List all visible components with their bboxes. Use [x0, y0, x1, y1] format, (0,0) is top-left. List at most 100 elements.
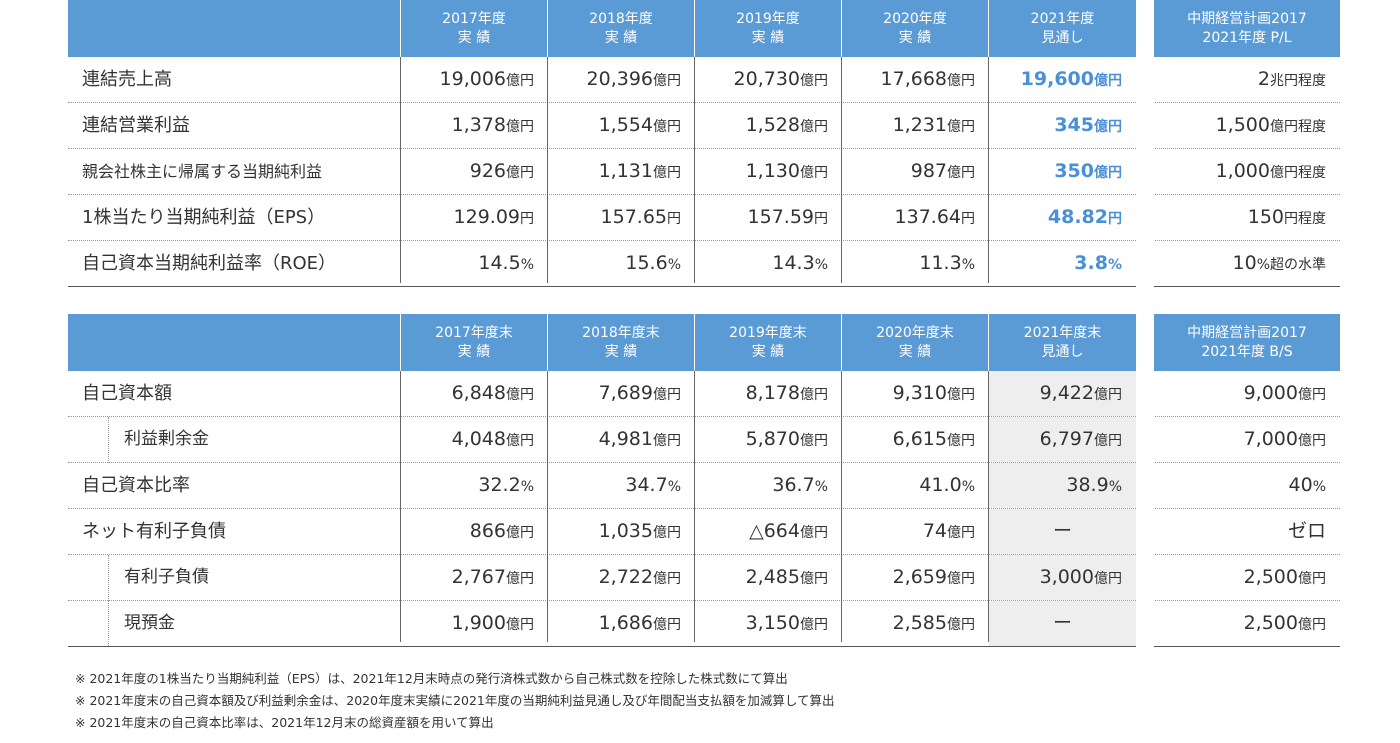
row-label: 自己資本比率 — [82, 475, 190, 496]
pl-header-2017: 2017年度実 績 — [401, 0, 547, 57]
cell-2017: 926億円 — [469, 160, 534, 182]
column-gap — [1136, 463, 1154, 510]
cell-2021-forecast: 3.8% — [1074, 252, 1122, 274]
pl-row-roe: 自己資本当期純利益率（ROE） 14.5% 15.6% 14.3% 11.3% … — [68, 241, 1340, 288]
cell-plan: 1,500億円程度 — [1215, 114, 1326, 136]
pl-header-2020: 2020年度実 績 — [842, 0, 988, 57]
cell-2018: 4,981億円 — [598, 428, 681, 450]
pl-row-net-income: 親会社株主に帰属する当期純利益 926億円 1,131億円 1,130億円 98… — [68, 149, 1340, 196]
column-divider — [400, 371, 401, 642]
cell-2018: 7,689億円 — [598, 382, 681, 404]
column-gap — [1136, 57, 1154, 104]
bs-row-equity: 自己資本額 6,848億円 7,689億円 8,178億円 9,310億円 9,… — [68, 371, 1340, 418]
bs-row-net-debt: ネット有利子負債 866億円 1,035億円 △664億円 74億円 ー ゼロ — [68, 509, 1340, 556]
cell-2020: 41.0% — [919, 474, 975, 496]
cell-2018: 20,396億円 — [586, 68, 681, 90]
row-label: 有利子負債 — [124, 567, 209, 587]
cell-2017: 866億円 — [469, 520, 534, 542]
cell-2018: 1,131億円 — [598, 160, 681, 182]
bs-header-2018: 2018年度末実 績 — [548, 314, 694, 371]
cell-2017: 4,048億円 — [451, 428, 534, 450]
cell-plan: 7,000億円 — [1243, 428, 1326, 450]
pl-header-plan: 中期経営計画2017 2021年度 P/L — [1154, 0, 1340, 57]
indent-line — [108, 417, 109, 463]
row-label: 自己資本当期純利益率（ROE） — [82, 253, 337, 274]
row-label: 自己資本額 — [82, 383, 172, 404]
cell-2019: 1,528億円 — [745, 114, 828, 136]
cell-2021-forecast: 38.9% — [1066, 474, 1122, 496]
cell-plan: 2,500億円 — [1243, 612, 1326, 634]
cell-2020: 6,615億円 — [892, 428, 975, 450]
footnote: ※ 2021年度末の自己資本額及び利益剰余金は、2020年度末実績に2021年度… — [75, 693, 835, 708]
cell-2020: 987億円 — [910, 160, 975, 182]
indent-line — [108, 601, 109, 646]
cell-2019: 20,730億円 — [733, 68, 828, 90]
pl-header-2018: 2018年度実 績 — [548, 0, 694, 57]
row-label: 連結営業利益 — [82, 115, 190, 136]
cell-2020: 2,585億円 — [892, 612, 975, 634]
cell-2018: 34.7% — [625, 474, 681, 496]
cell-2021-forecast: 350億円 — [1054, 160, 1122, 182]
cell-plan: 9,000億円 — [1243, 382, 1326, 404]
cell-plan: ゼロ — [1287, 520, 1326, 542]
cell-2021-forecast: 9,422億円 — [1039, 382, 1122, 404]
row-label: 連結売上高 — [82, 69, 172, 90]
bs-header-blank — [68, 314, 400, 371]
bs-header-2017: 2017年度末実 績 — [401, 314, 547, 371]
pl-row-sales: 連結売上高 19,006億円 20,396億円 20,730億円 17,668億… — [68, 57, 1340, 104]
cell-2020: 1,231億円 — [892, 114, 975, 136]
cell-plan: 2,500億円 — [1243, 566, 1326, 588]
pl-header-row: 2017年度実 績 2018年度実 績 2019年度実 績 2020年度実 績 … — [68, 0, 1340, 57]
footnotes: ※ 2021年度の1株当たり当期純利益（EPS）は、2021年12月末時点の発行… — [75, 668, 835, 734]
cell-2017: 19,006億円 — [439, 68, 534, 90]
column-divider — [547, 371, 548, 642]
cell-2019: △664億円 — [749, 520, 828, 542]
column-gap — [1136, 555, 1154, 602]
row-label: 利益剰余金 — [124, 429, 209, 449]
cell-2017: 1,378億円 — [451, 114, 534, 136]
bs-header-2020: 2020年度末実 績 — [842, 314, 988, 371]
column-divider — [694, 57, 695, 283]
cell-2018: 1,554億円 — [598, 114, 681, 136]
cell-2019: 1,130億円 — [745, 160, 828, 182]
cell-2020: 17,668億円 — [880, 68, 975, 90]
bs-header-row: 2017年度末実 績 2018年度末実 績 2019年度末実 績 2020年度末… — [68, 314, 1340, 371]
cell-2017: 32.2% — [478, 474, 534, 496]
cell-2017: 2,767億円 — [451, 566, 534, 588]
indent-line — [108, 555, 109, 601]
column-gap — [1136, 417, 1154, 464]
cell-2021-forecast: 48.82円 — [1047, 206, 1122, 228]
cell-plan: 1,000億円程度 — [1215, 160, 1326, 182]
column-gap — [1136, 195, 1154, 242]
bs-row-cash: 現預金 1,900億円 1,686億円 3,150億円 2,585億円 ー 2,… — [68, 601, 1340, 648]
cell-2018: 15.6% — [625, 252, 681, 274]
cell-2019: 8,178億円 — [745, 382, 828, 404]
cell-2017: 14.5% — [478, 252, 534, 274]
pl-header-2019: 2019年度実 績 — [695, 0, 841, 57]
column-divider — [841, 371, 842, 642]
column-divider — [547, 57, 548, 283]
cell-2019: 5,870億円 — [745, 428, 828, 450]
cell-2019: 36.7% — [772, 474, 828, 496]
footnote: ※ 2021年度末の自己資本比率は、2021年12月末の総資産額を用いて算出 — [75, 715, 494, 730]
cell-2021-forecast: ー — [1052, 612, 1072, 634]
cell-2018: 2,722億円 — [598, 566, 681, 588]
cell-2017: 129.09円 — [453, 206, 534, 228]
pl-header-2021: 2021年度 見通し — [989, 0, 1136, 57]
cell-2020: 74億円 — [922, 520, 975, 542]
pl-row-operating-profit: 連結営業利益 1,378億円 1,554億円 1,528億円 1,231億円 3… — [68, 103, 1340, 150]
pl-row-eps: 1株当たり当期純利益（EPS） 129.09円 157.65円 157.59円 … — [68, 195, 1340, 242]
cell-2019: 3,150億円 — [745, 612, 828, 634]
bs-header-2019: 2019年度末実 績 — [695, 314, 841, 371]
pl-table: 2017年度実 績 2018年度実 績 2019年度実 績 2020年度実 績 … — [68, 0, 1340, 288]
cell-2018: 1,035億円 — [598, 520, 681, 542]
column-divider — [988, 57, 989, 283]
cell-plan: 2兆円程度 — [1257, 68, 1326, 90]
cell-plan: 10%超の水準 — [1232, 252, 1327, 274]
column-gap — [1136, 103, 1154, 150]
row-label: ネット有利子負債 — [82, 521, 226, 542]
bs-row-retained-earnings: 利益剰余金 4,048億円 4,981億円 5,870億円 6,615億円 6,… — [68, 417, 1340, 464]
column-divider — [841, 57, 842, 283]
cell-plan: 150円程度 — [1247, 206, 1326, 228]
cell-2021-forecast: 19,600億円 — [1020, 68, 1122, 90]
